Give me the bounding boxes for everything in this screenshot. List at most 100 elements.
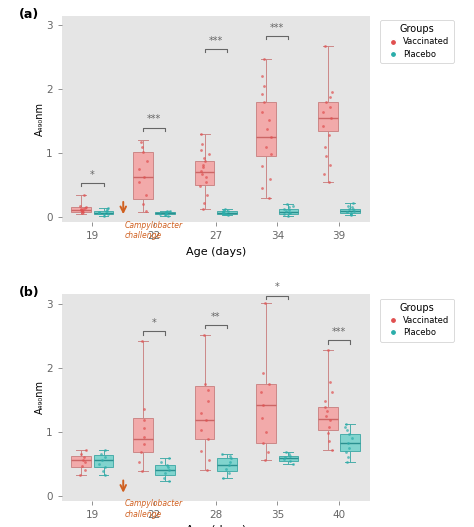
- Point: [138, 142, 146, 151]
- Point: [77, 204, 84, 213]
- PathPatch shape: [94, 211, 113, 214]
- Point: [321, 42, 329, 50]
- Point: [204, 435, 212, 444]
- PathPatch shape: [195, 386, 214, 440]
- Text: ***: ***: [147, 114, 161, 124]
- Point: [327, 378, 334, 386]
- Point: [328, 388, 336, 396]
- Point: [289, 460, 296, 468]
- Point: [285, 208, 293, 217]
- Point: [200, 154, 208, 162]
- Point: [82, 203, 90, 212]
- Point: [350, 204, 357, 213]
- Point: [198, 139, 206, 148]
- Text: *: *: [152, 318, 156, 328]
- Text: ***: ***: [270, 23, 284, 33]
- Point: [218, 450, 226, 458]
- Point: [225, 211, 232, 219]
- Point: [166, 207, 173, 216]
- Point: [283, 207, 290, 216]
- Point: [259, 72, 266, 81]
- Point: [142, 207, 150, 215]
- Point: [136, 165, 143, 173]
- Point: [321, 397, 328, 405]
- Point: [163, 208, 170, 216]
- Point: [289, 201, 296, 210]
- Point: [227, 452, 234, 460]
- Point: [265, 116, 273, 124]
- Point: [325, 422, 332, 431]
- Point: [349, 199, 357, 207]
- Point: [197, 167, 205, 175]
- Point: [138, 337, 146, 345]
- Point: [141, 172, 148, 181]
- Point: [101, 471, 109, 480]
- Point: [281, 453, 289, 462]
- Point: [322, 412, 330, 420]
- Point: [260, 98, 268, 106]
- Point: [200, 330, 208, 339]
- Point: [347, 211, 355, 219]
- Point: [204, 386, 211, 394]
- Point: [76, 201, 84, 210]
- Point: [200, 199, 208, 207]
- Point: [285, 203, 293, 212]
- Point: [101, 453, 109, 462]
- Point: [326, 93, 334, 101]
- Text: *: *: [275, 282, 280, 292]
- Point: [78, 462, 86, 471]
- Point: [267, 133, 275, 141]
- Point: [204, 397, 212, 405]
- PathPatch shape: [279, 456, 298, 461]
- Point: [260, 82, 268, 90]
- Point: [141, 405, 148, 414]
- Point: [266, 174, 273, 183]
- Point: [284, 211, 292, 220]
- Point: [77, 206, 84, 214]
- Point: [258, 388, 265, 396]
- PathPatch shape: [72, 456, 91, 467]
- Point: [79, 205, 87, 213]
- Point: [137, 448, 145, 456]
- PathPatch shape: [279, 209, 298, 214]
- Point: [326, 103, 333, 111]
- Point: [144, 157, 151, 165]
- Point: [328, 88, 336, 96]
- Point: [202, 178, 210, 186]
- Point: [228, 454, 235, 463]
- Point: [219, 208, 227, 217]
- Point: [285, 206, 292, 214]
- Point: [219, 207, 227, 215]
- Point: [95, 460, 102, 468]
- Point: [261, 298, 268, 307]
- Point: [283, 200, 291, 209]
- Point: [324, 429, 332, 437]
- PathPatch shape: [217, 458, 237, 471]
- Point: [139, 200, 146, 209]
- Point: [319, 108, 327, 116]
- Point: [347, 208, 355, 217]
- PathPatch shape: [217, 211, 237, 214]
- Point: [82, 466, 89, 474]
- Point: [258, 413, 265, 422]
- PathPatch shape: [340, 434, 360, 451]
- Text: **: **: [211, 312, 220, 322]
- Point: [203, 466, 210, 474]
- Point: [101, 463, 109, 472]
- Point: [287, 457, 294, 465]
- Point: [198, 426, 205, 435]
- Point: [197, 146, 204, 154]
- Point: [258, 184, 266, 192]
- Point: [282, 448, 290, 456]
- Point: [165, 466, 173, 474]
- Text: ***: ***: [209, 36, 223, 46]
- Point: [156, 210, 164, 218]
- Point: [261, 54, 268, 63]
- Point: [260, 369, 267, 377]
- Point: [351, 207, 358, 215]
- Point: [280, 210, 288, 219]
- Point: [161, 469, 168, 477]
- PathPatch shape: [195, 161, 214, 185]
- Point: [78, 207, 86, 215]
- Point: [82, 445, 90, 454]
